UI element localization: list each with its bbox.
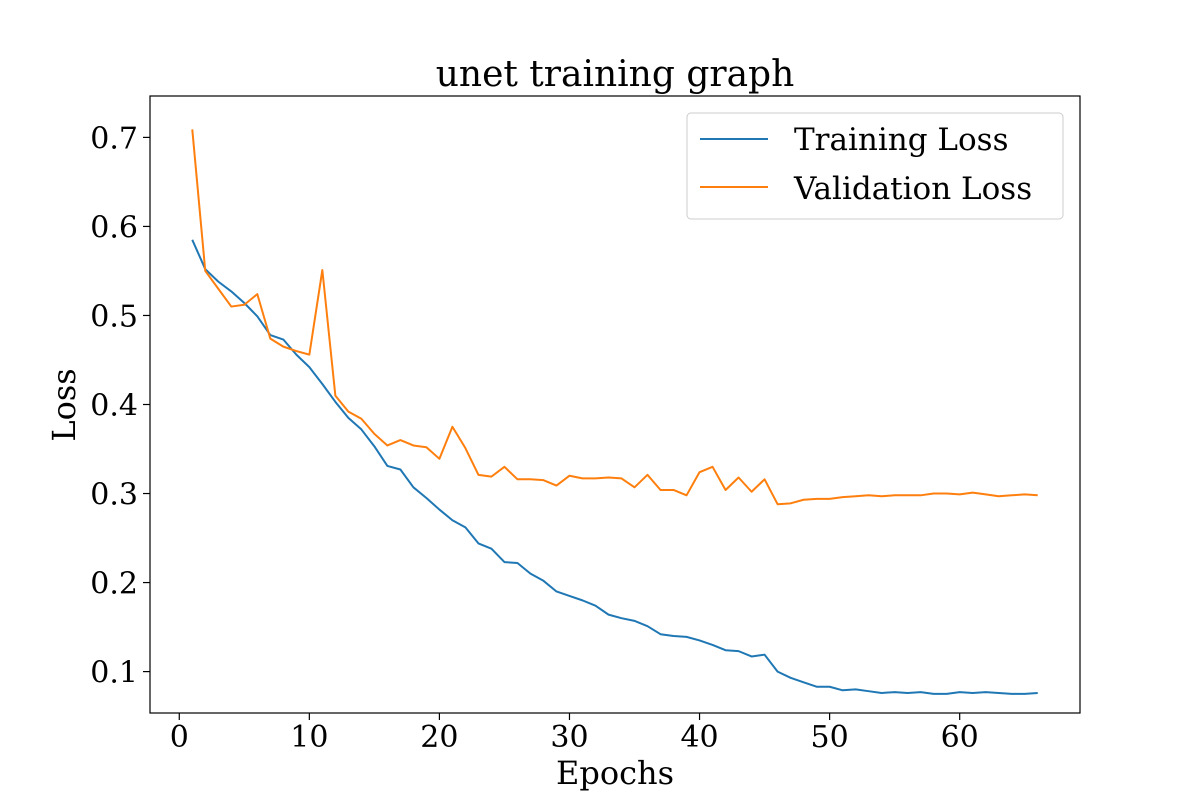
chart-title: unet training graph (436, 54, 795, 95)
legend-box (686, 112, 1064, 220)
x-tick-label: 20 (420, 720, 458, 755)
legend-label-validation-loss: Validation Loss (793, 171, 1032, 207)
x-tick-label: 0 (170, 720, 189, 755)
x-tick-label: 40 (680, 720, 718, 755)
x-axis-label: Epochs (556, 754, 674, 792)
y-axis-label: Loss (45, 368, 83, 441)
legend: Training Loss Validation Loss (686, 112, 1064, 220)
x-tick-label: 50 (811, 720, 849, 755)
y-tick-label: 0.4 (90, 389, 138, 424)
x-tick-label: 10 (290, 720, 328, 755)
series-layer (191, 129, 1038, 695)
y-tick-label: 0.1 (90, 656, 138, 691)
x-tick-label: 60 (941, 720, 979, 755)
y-tick-label: 0.6 (90, 210, 138, 245)
x-tick-label: 30 (550, 720, 588, 755)
series-line-validation-loss (191, 129, 1038, 506)
x-axis: 0 10 20 30 40 50 60 (170, 713, 979, 755)
y-axis: 0.1 0.2 0.3 0.4 0.5 0.6 0.7 (90, 121, 150, 691)
y-tick-label: 0.2 (90, 567, 138, 602)
legend-label-training-loss: Training Loss (794, 122, 1009, 158)
y-tick-label: 0.7 (90, 121, 138, 156)
y-tick-label: 0.3 (90, 478, 138, 513)
y-tick-label: 0.5 (90, 299, 138, 334)
series-line-training-loss (191, 239, 1038, 695)
